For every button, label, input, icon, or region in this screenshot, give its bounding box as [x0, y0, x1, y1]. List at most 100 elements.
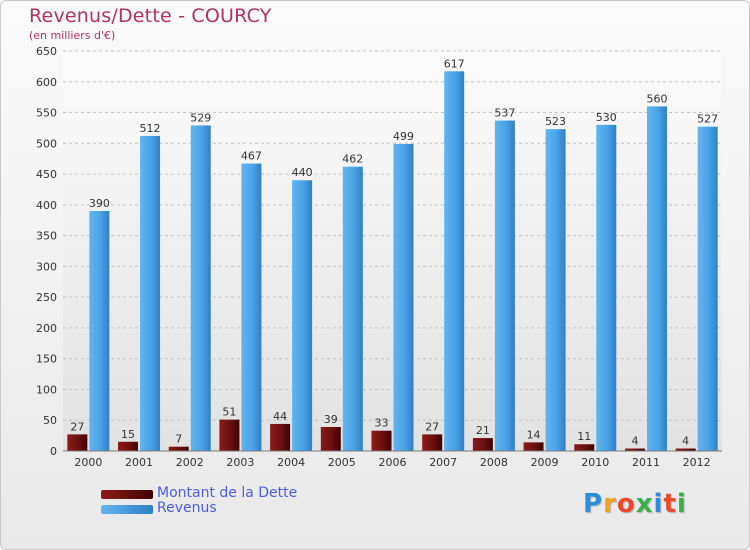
bar-debt-2000 — [67, 434, 88, 451]
bar-debt-2004 — [270, 423, 291, 451]
bars: 2739015512752951467444403946233499276172… — [67, 57, 718, 452]
chart-subtitle: (en milliers d'€) — [29, 29, 116, 42]
data-label-revenus-2002: 529 — [190, 111, 211, 124]
x-tick-label: 2001 — [125, 456, 153, 469]
bar-debt-2003 — [219, 419, 240, 451]
logo-letter: i — [676, 489, 687, 519]
data-label-debt-2008: 21 — [476, 424, 490, 437]
y-tick-label: 300 — [36, 260, 57, 273]
data-label-debt-2001: 15 — [121, 428, 135, 441]
data-label-revenus-2003: 467 — [241, 150, 262, 163]
y-tick-label: 500 — [36, 137, 57, 150]
y-tick-label: 50 — [43, 414, 57, 427]
logo-letter: t — [663, 489, 677, 519]
data-label-revenus-2012: 527 — [697, 113, 718, 126]
y-tick-label: 550 — [36, 107, 57, 120]
data-label-revenus-2001: 512 — [140, 122, 161, 135]
data-label-revenus-2006: 499 — [393, 130, 414, 143]
data-label-revenus-2010: 530 — [596, 111, 617, 124]
data-label-debt-2002: 7 — [175, 433, 182, 446]
x-axis-ticks: 2000 2001 2002 2003 2004 2005 2006 2007 2008 2009… — [74, 456, 710, 469]
data-label-debt-2006: 33 — [375, 417, 389, 430]
data-label-revenus-2007: 617 — [444, 57, 465, 70]
legend-swatch-debt — [101, 490, 153, 499]
chart-title: Revenus/Dette - COURCY — [29, 5, 272, 27]
data-label-debt-2007: 27 — [425, 420, 439, 433]
data-label-revenus-2009: 523 — [545, 115, 566, 128]
data-label-revenus-2000: 390 — [89, 197, 110, 210]
x-tick-label: 2006 — [379, 456, 407, 469]
y-tick-label: 200 — [36, 322, 57, 335]
y-tick-label: 250 — [36, 291, 57, 304]
logo-letter: r — [603, 489, 617, 519]
data-label-revenus-2008: 537 — [494, 107, 515, 120]
y-tick-label: 650 — [36, 45, 57, 58]
x-tick-label: 2003 — [226, 456, 254, 469]
logo-letter: i — [653, 489, 664, 519]
data-label-debt-2005: 39 — [324, 413, 338, 426]
data-label-debt-2012: 4 — [682, 435, 689, 448]
legend-label-debt: Montant de la Dette — [157, 485, 298, 501]
x-tick-label: 2008 — [480, 456, 508, 469]
x-tick-label: 2010 — [581, 456, 609, 469]
bar-revenus-2011 — [646, 106, 667, 451]
data-label-revenus-2004: 440 — [292, 166, 313, 179]
bar-debt-2005 — [320, 427, 341, 451]
grid-lines — [63, 50, 722, 421]
bar-revenus-2005 — [342, 166, 363, 451]
legend-label-revenus: Revenus — [157, 500, 217, 516]
bar-revenus-2001 — [140, 135, 161, 451]
data-label-revenus-2011: 560 — [646, 92, 667, 105]
x-tick-label: 2011 — [632, 456, 660, 469]
bar-debt-2006 — [371, 430, 392, 451]
data-label-debt-2004: 44 — [273, 410, 287, 423]
logo-letter: x — [635, 489, 654, 519]
bar-debt-2010 — [574, 444, 595, 451]
x-tick-label: 2000 — [74, 456, 102, 469]
y-axis-ticks: 0 50 100 150 200 250 300 350 400 450 500 550 600 650 — [36, 45, 57, 458]
y-tick-label: 400 — [36, 199, 57, 212]
bar-revenus-2006 — [393, 143, 414, 451]
bar-revenus-2012 — [697, 126, 718, 451]
bar-debt-2012 — [675, 448, 696, 451]
bar-revenus-2008 — [494, 120, 515, 452]
x-tick-label: 2005 — [328, 456, 356, 469]
bar-revenus-2000 — [89, 211, 110, 451]
plot-area — [63, 51, 722, 451]
x-tick-label: 2012 — [683, 456, 711, 469]
bar-revenus-2004 — [292, 180, 313, 451]
y-tick-label: 350 — [36, 230, 57, 243]
data-label-debt-2003: 51 — [222, 406, 236, 419]
data-label-debt-2010: 11 — [577, 430, 591, 443]
data-label-revenus-2005: 462 — [342, 153, 363, 166]
bar-revenus-2003 — [241, 163, 262, 451]
logo-letter: P — [583, 489, 604, 519]
data-label-debt-2009: 14 — [527, 428, 541, 441]
y-tick-label: 450 — [36, 168, 57, 181]
y-tick-label: 600 — [36, 76, 57, 89]
x-tick-label: 2004 — [277, 456, 305, 469]
y-tick-label: 150 — [36, 353, 57, 366]
bar-revenus-2009 — [545, 129, 566, 451]
x-tick-label: 2009 — [531, 456, 559, 469]
bar-debt-2009 — [523, 442, 544, 451]
proxiti-logo: Proxiti — [583, 489, 687, 519]
data-label-debt-2011: 4 — [631, 435, 638, 448]
legend-swatch-revenus — [101, 505, 153, 514]
y-tick-label: 100 — [36, 383, 57, 396]
bar-revenus-2002 — [190, 125, 211, 451]
data-label-debt-2000: 27 — [70, 420, 84, 433]
bar-revenus-2007 — [444, 71, 465, 452]
y-tick-label: 0 — [50, 445, 57, 458]
x-tick-label: 2007 — [429, 456, 457, 469]
bar-debt-2011 — [624, 448, 645, 451]
bar-revenus-2010 — [596, 124, 617, 451]
bar-debt-2001 — [118, 441, 139, 451]
logo-letter: o — [616, 489, 636, 519]
bar-debt-2007 — [422, 434, 443, 451]
bar-debt-2008 — [472, 438, 493, 451]
bar-debt-2002 — [168, 446, 189, 451]
x-tick-label: 2002 — [176, 456, 204, 469]
